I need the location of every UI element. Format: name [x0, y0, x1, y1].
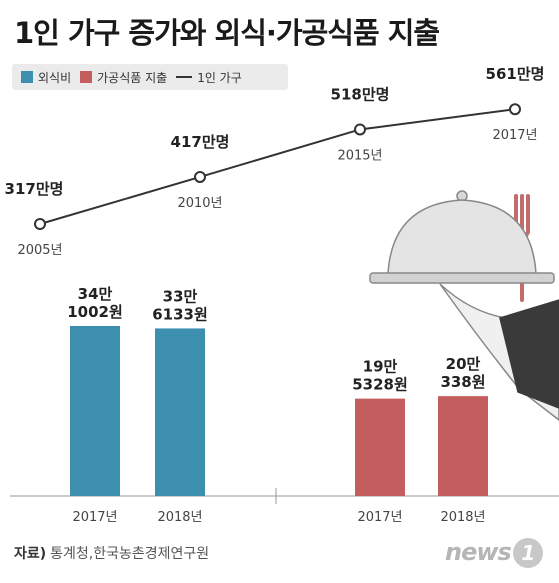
bar-x-tick-label: 2017년: [357, 510, 402, 525]
legend-item-dining-out: 외식비: [21, 69, 71, 86]
line-point: [509, 103, 521, 116]
bar-data-label: 20만: [446, 355, 481, 373]
bar-data-label: 1002원: [67, 303, 123, 321]
bar-x-tick-label: 2018년: [440, 510, 485, 525]
line-x-tick-label: 2010년: [177, 196, 222, 211]
line-x-tick-label: 2017년: [492, 128, 537, 143]
line-data-label: 518만명: [331, 85, 390, 103]
bar-data-label: 6133원: [152, 305, 208, 323]
bar-x-tick-label: 2017년: [72, 510, 117, 525]
cloche-dome: [387, 199, 537, 275]
legend-label-single-households: 1인 가구: [197, 70, 242, 85]
legend-swatch-processed-food: [80, 71, 93, 83]
line-chart: 317만명 2005년 417만명 2010년 518만명 2015년 561만명 2017년: [5, 65, 545, 258]
line-point: [354, 123, 366, 136]
line-data-label: 417만명: [171, 133, 230, 151]
bar-processed-food: [355, 398, 405, 496]
line-x-tick-label: 2005년: [17, 243, 62, 258]
source-note: 자료) 통계청,한국농촌경제연구원: [14, 543, 209, 563]
line-data-label: 317만명: [5, 180, 64, 198]
bar-data-label: 19만: [363, 358, 398, 376]
legend-swatch-dining-out: [21, 71, 33, 83]
hand-cuff: [499, 299, 559, 409]
cloche-illustration: [369, 190, 559, 421]
bar-data-label: 5328원: [352, 376, 408, 394]
logo-badge: 1: [512, 538, 543, 568]
source-label: 자료): [14, 546, 47, 562]
bar-processed-food: [438, 396, 488, 496]
bar-data-label: 338원: [440, 373, 485, 391]
fork-icon: [514, 194, 530, 302]
legend-label-dining-out: 외식비: [38, 70, 72, 85]
logo-text: news: [445, 538, 512, 566]
news1-logo: news 1: [445, 538, 543, 568]
line-x-tick-label: 2015년: [337, 148, 382, 163]
legend: 외식비 가공식품 지출 1인 가구: [12, 64, 288, 90]
chart-title: 1인 가구 증가와 외식·가공식품 지출: [14, 16, 440, 50]
legend-line-single-households: [176, 76, 193, 78]
bar-data-label: 33만: [163, 287, 198, 305]
line-point: [34, 218, 46, 231]
legend-item-processed-food: 가공식품 지출: [80, 69, 167, 86]
bar-x-tick-label: 2018년: [157, 510, 202, 525]
bar-dining-out: [70, 326, 120, 496]
cloche-tray: [369, 272, 555, 284]
line-point: [194, 170, 206, 183]
source-text: 통계청,한국농촌경제연구원: [50, 546, 210, 562]
bar-data-label: 34만: [78, 285, 113, 303]
bar-dining-out: [155, 328, 205, 496]
legend-item-single-households: 1인 가구: [176, 69, 242, 86]
line-series-single-households: [39, 108, 516, 225]
line-data-label: 561만명: [486, 65, 545, 83]
legend-label-processed-food: 가공식품 지출: [97, 70, 168, 85]
